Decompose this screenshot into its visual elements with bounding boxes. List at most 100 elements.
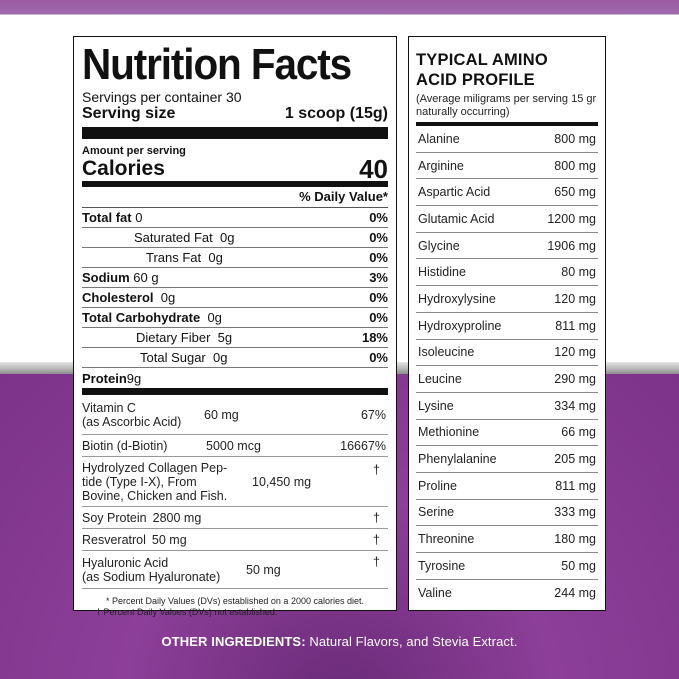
nutrient-row-trans-fat: Trans Fat 0g 0% [82, 248, 388, 268]
nutrient-pct: 18% [361, 330, 388, 345]
amino-name: Alanine [418, 131, 460, 146]
amino-value: 205 mg [554, 452, 596, 467]
nutrient-label: Total Sugar [140, 350, 206, 365]
extra-name: Soy Protein [82, 510, 147, 525]
amino-list: Alanine 800 mg Arginine 800 mg Aspartic Acid… [416, 126, 598, 606]
amino-row: Lysine 334 mg [416, 393, 598, 420]
amino-row: Hydroxyproline 811 mg [416, 313, 598, 340]
other-ingredients-text: Natural Flavors, and Stevia Extract. [309, 634, 518, 649]
nutrient-pct: 0% [369, 250, 388, 265]
nutrient-row-saturated-fat: Saturated Fat 0g 0% [82, 228, 388, 248]
extra-amount: 10,450 mg [252, 474, 312, 489]
extra-dv: † [373, 532, 380, 547]
extra-dv: † [373, 510, 380, 525]
amino-value: 120 mg [554, 291, 596, 306]
amino-acid-panel: TYPICAL AMINO ACID PROFILE (Average mili… [408, 36, 606, 611]
protein-row: Protein 9g [82, 368, 388, 388]
amino-row: Aspartic Acid 650 mg [416, 179, 598, 207]
calories-label: Calories [82, 157, 165, 180]
footnotes: * Percent Daily Values (DVs) established… [82, 589, 388, 618]
extra-dv: 16667% [340, 438, 386, 453]
amino-title-line-1: TYPICAL AMINO [416, 51, 548, 69]
amino-row: Leucine 290 mg [416, 366, 598, 393]
amino-name: Hydroxylysine [418, 291, 496, 306]
amino-value: 811 mg [555, 318, 596, 333]
nutrient-row-total-fat: Total fat 0 0% [82, 208, 388, 228]
nutrient-pct: 0% [369, 350, 388, 365]
extra-name: Hyaluronic Acid (as Sodium Hyaluronate) [82, 555, 221, 584]
nutrient-row-total-sugar: Total Sugar 0g 0% [82, 348, 388, 368]
nutrient-pct: 0% [369, 230, 388, 245]
extra-name: Resveratrol [82, 532, 146, 547]
nutrient-label: Sodium [82, 270, 130, 285]
amino-value: 650 mg [554, 185, 596, 200]
amino-value: 800 mg [554, 158, 596, 173]
amino-name: Threonine [418, 532, 475, 547]
amino-value: 180 mg [554, 532, 596, 547]
amino-row: Methionine 66 mg [416, 420, 598, 447]
extra-dv: † [373, 555, 380, 569]
protein-amount: 9g [126, 370, 142, 386]
amino-row: Tyrosine 50 mg [416, 553, 598, 580]
amino-subtitle: (Average miligrams per serving 15 gr nat… [416, 93, 597, 118]
extra-name: Hydrolyzed Collagen Pep- tide (Type I-X)… [82, 460, 228, 503]
serving-size-label: Serving size [82, 105, 176, 122]
nutrient-pct: 0% [369, 310, 388, 325]
nutrient-label: Total fat [82, 210, 132, 225]
extra-amount: 2800 mg [152, 510, 202, 525]
nutrient-row-dietary-fiber: Dietary Fiber 5g 18% [82, 328, 388, 348]
other-ingredients-label: OTHER INGREDIENTS: [161, 634, 306, 649]
extra-amount: 50 mg [151, 532, 187, 547]
extra-amount: 5000 mcg [206, 438, 261, 453]
nutrient-amount: 0g [220, 230, 235, 245]
nutrient-amount: 0g [208, 250, 223, 265]
extra-row-vitamin-c: Vitamin C (as Ascorbic Acid) 60 mg 67% [82, 395, 388, 435]
amino-row: Alanine 800 mg [416, 126, 598, 153]
amino-name: Lysine [418, 398, 454, 413]
amino-row: Valine 244 mg [416, 580, 598, 607]
daily-value-header: % Daily Value* [82, 187, 388, 208]
amino-name: Aspartic Acid [418, 185, 491, 200]
amino-row: Phenylalanine 205 mg [416, 446, 598, 473]
amino-name: Histidine [418, 265, 466, 280]
calories-value: 40 [359, 154, 388, 184]
footnote-dv: * Percent Daily Values (DVs) established… [106, 596, 364, 606]
amino-name: Tyrosine [418, 558, 466, 573]
amino-name: Proline [418, 478, 457, 493]
nutrient-amount: 0g [207, 310, 222, 325]
amino-divider [416, 122, 598, 126]
amino-name: Glutamic Acid [418, 211, 495, 226]
nutrient-pct: 3% [369, 270, 388, 285]
amino-title: TYPICAL AMINO ACID PROFILE [416, 50, 598, 90]
amino-value: 80 mg [561, 265, 596, 280]
amino-name: Valine [418, 586, 452, 601]
nutrient-row-sodium: Sodium 60 g 3% [82, 268, 388, 288]
nutrient-amount: 0g [213, 350, 228, 365]
amino-value: 800 mg [554, 131, 596, 146]
nutrient-label: Dietary Fiber [136, 330, 211, 345]
nutrient-label: Trans Fat [146, 250, 202, 265]
amino-row: Arginine 800 mg [416, 153, 598, 180]
amino-row: Hydroxylysine 120 mg [416, 286, 598, 313]
amino-name: Hydroxyproline [418, 318, 502, 333]
nutrient-label: Saturated Fat [134, 230, 213, 245]
divider-protein [82, 388, 388, 395]
other-ingredients: OTHER INGREDIENTS: Natural Flavors, and … [0, 634, 679, 649]
amino-row: Glutamic Acid 1200 mg [416, 206, 598, 233]
amino-row: Histidine 80 mg [416, 259, 598, 287]
extra-amount: 60 mg [204, 407, 239, 422]
footnote-not-established: † Percent Daily Values (DVs) not establi… [96, 607, 278, 617]
extra-row-hyaluronic-acid: Hyaluronic Acid (as Sodium Hyaluronate) … [82, 551, 388, 589]
amino-value: 1906 mg [547, 238, 596, 253]
divider-thick [82, 127, 388, 139]
nutrient-row-total-carbohydrate: Total Carbohydrate 0g 0% [82, 308, 388, 328]
amino-name: Methionine [418, 425, 480, 440]
nutrient-label: Cholesterol [82, 290, 154, 305]
extra-row-resveratrol: Resveratrol 50 mg † [82, 529, 388, 551]
calories-row: Calories 40 [82, 154, 388, 184]
amino-name: Arginine [418, 158, 464, 173]
amino-value: 811 mg [555, 478, 596, 493]
amino-value: 290 mg [554, 372, 596, 387]
amino-row: Threonine 180 mg [416, 526, 598, 553]
amino-row: Isoleucine 120 mg [416, 340, 598, 367]
